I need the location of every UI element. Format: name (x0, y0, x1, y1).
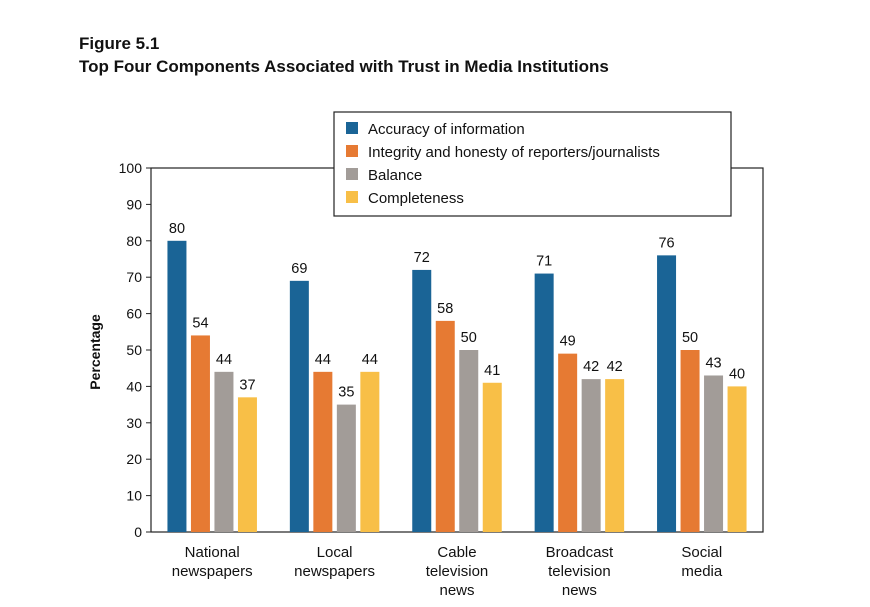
bar (313, 371, 333, 532)
x-category-label: Social (681, 544, 722, 561)
bar (360, 371, 380, 532)
y-axis-label: Percentage (87, 314, 103, 390)
legend-label: Integrity and honesty of reporters/journ… (368, 144, 660, 161)
y-tick-label: 70 (126, 269, 142, 285)
bar (727, 386, 747, 532)
figure-title: Top Four Components Associated with Trus… (79, 57, 609, 76)
y-tick-label: 40 (126, 378, 142, 394)
y-tick-label: 30 (126, 415, 142, 431)
bar (336, 404, 356, 532)
legend-swatch (346, 168, 358, 180)
y-tick-label: 80 (126, 233, 142, 249)
bar (534, 273, 554, 532)
data-label: 58 (437, 301, 453, 317)
data-label: 69 (291, 261, 307, 277)
data-label: 43 (705, 355, 721, 371)
data-label: 37 (239, 377, 255, 393)
data-label: 76 (658, 235, 674, 251)
y-tick-label: 100 (119, 160, 143, 176)
bar (680, 350, 700, 532)
data-label: 35 (338, 385, 354, 401)
data-label: 44 (315, 352, 331, 368)
bar (214, 371, 234, 532)
y-tick-label: 50 (126, 342, 142, 358)
data-label: 40 (729, 366, 745, 382)
bar (289, 280, 309, 532)
data-label: 72 (414, 250, 430, 266)
data-label: 42 (583, 359, 599, 375)
bar (657, 255, 677, 533)
data-label: 71 (536, 254, 552, 270)
bar (412, 269, 432, 532)
x-category-label: Local (317, 544, 353, 561)
data-label: 44 (216, 352, 232, 368)
data-label: 54 (192, 315, 208, 331)
bar (482, 382, 502, 532)
x-category-label: Cable (437, 544, 476, 561)
data-label: 80 (169, 221, 185, 237)
x-category-label: media (681, 563, 723, 580)
legend-swatch (346, 145, 358, 157)
x-category-label: newspapers (172, 563, 253, 580)
x-category-label: television (426, 563, 489, 580)
y-tick-label: 0 (134, 524, 142, 540)
data-label: 49 (560, 334, 576, 350)
bar (558, 353, 578, 532)
y-tick-label: 20 (126, 451, 142, 467)
legend-box (333, 111, 732, 217)
x-category-label: news (439, 582, 474, 599)
legend-label: Balance (368, 167, 422, 184)
legend-swatch (346, 122, 358, 134)
y-tick-label: 90 (126, 196, 142, 212)
bar (581, 379, 601, 532)
figure-label: Figure 5.1 (79, 34, 160, 53)
x-category-label: television (548, 563, 611, 580)
y-tick-label: 10 (126, 488, 142, 504)
data-label: 50 (682, 330, 698, 346)
x-category-label: National (185, 544, 240, 561)
bar (190, 335, 210, 532)
legend-label: Accuracy of information (368, 121, 525, 138)
data-label: 42 (607, 359, 623, 375)
bar (459, 350, 479, 532)
data-label: 44 (362, 352, 378, 368)
legend-swatch (346, 191, 358, 203)
x-category-label: newspapers (294, 563, 375, 580)
x-category-label: Broadcast (546, 544, 614, 561)
data-label: 41 (484, 363, 500, 379)
legend-label: Completeness (368, 190, 464, 207)
bar (435, 320, 455, 532)
bar (237, 397, 257, 532)
bar (605, 379, 625, 532)
y-tick-label: 60 (126, 306, 142, 322)
data-label: 50 (461, 330, 477, 346)
bar (704, 375, 724, 532)
x-category-label: news (562, 582, 597, 599)
bar (167, 240, 187, 533)
